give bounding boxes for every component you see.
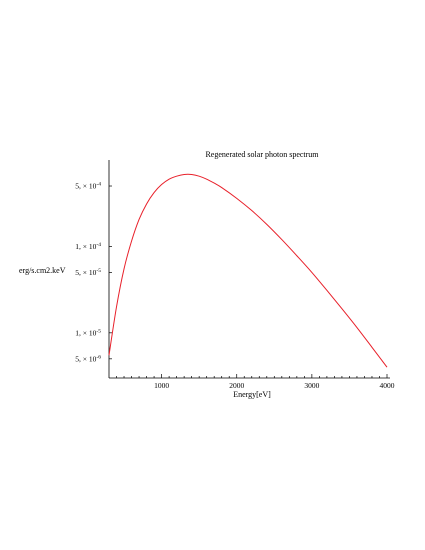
y-tick-label: 5, × 10-5 [75, 268, 101, 277]
x-axis-label: Energy[eV] [233, 390, 271, 399]
y-tick-label: 1, × 10-5 [75, 328, 101, 337]
chart-title: Regenerated solar photon spectrum [205, 150, 319, 159]
y-tick-label: 5, × 10-6 [75, 354, 101, 363]
x-tick-label: 2000 [229, 381, 244, 390]
y-axis-label: erg/s.cm2.keV [19, 266, 66, 275]
x-ticks: 1000 2000 3000 4000 [116, 374, 395, 390]
y-ticks: 5, × 10-4 1, × 10-4 5, × 10-5 1, × 10-5 5, ×… [75, 182, 112, 363]
series-line [108, 173, 388, 368]
x-tick-label: 4000 [380, 381, 395, 390]
plot-area: 1000 2000 3000 4000 5, × 10-41, × 10-45, × … [75, 160, 395, 390]
x-tick-label: 1000 [154, 381, 169, 390]
y-tick-label: 1, × 10-4 [75, 242, 101, 251]
y-tick-label: 5, × 10-4 [75, 182, 101, 191]
x-tick-label: 3000 [304, 381, 319, 390]
